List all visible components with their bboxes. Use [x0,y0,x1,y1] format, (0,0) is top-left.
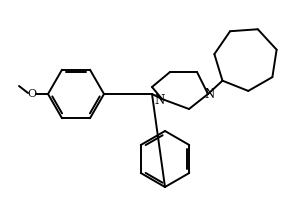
Text: N: N [155,95,165,107]
Text: N: N [205,87,215,101]
Text: O: O [27,89,36,99]
